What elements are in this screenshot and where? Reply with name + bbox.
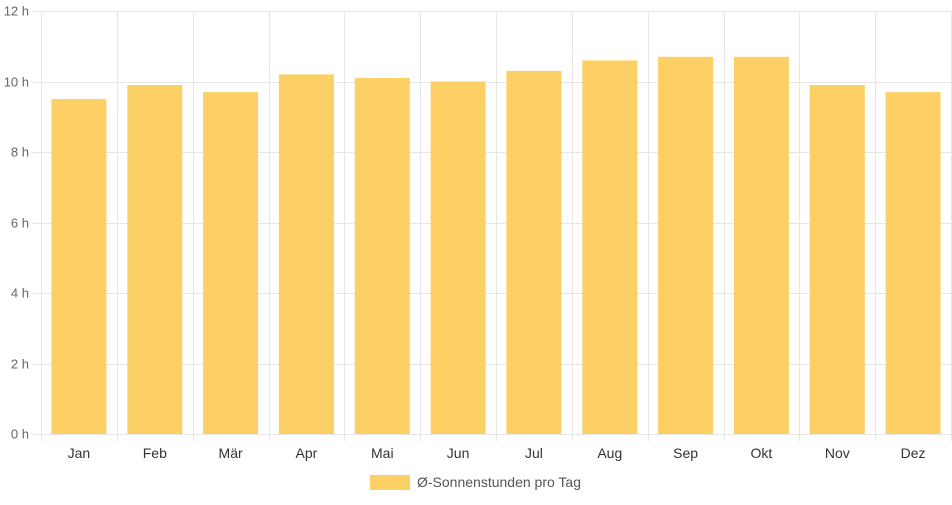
x-tick-label: Jul xyxy=(525,445,543,461)
bar-mär[interactable] xyxy=(203,92,259,434)
x-tick-label: Feb xyxy=(143,445,167,461)
x-tick-label: Dez xyxy=(901,445,926,461)
bar-okt[interactable] xyxy=(733,56,789,435)
legend[interactable]: Ø-Sonnenstunden pro Tag xyxy=(370,474,581,490)
legend-label: Ø-Sonnenstunden pro Tag xyxy=(417,474,581,490)
bar-apr[interactable] xyxy=(278,74,334,435)
x-tick-label: Apr xyxy=(296,445,318,461)
y-tick-label: 2 h xyxy=(11,357,29,372)
y-tick-label: 6 h xyxy=(11,216,29,231)
bar-feb[interactable] xyxy=(127,85,183,434)
axes: 0 h 2 h 4 h 6 h 8 h 10 h 12 h Jan Feb Mär Apr Mai Ju… xyxy=(4,4,926,462)
y-tick-label: 0 h xyxy=(11,427,29,442)
bar-mai[interactable] xyxy=(354,78,410,434)
x-tick-label: Sep xyxy=(673,445,698,461)
bar-aug[interactable] xyxy=(582,60,638,435)
x-tick-label: Mai xyxy=(371,445,394,461)
x-tick-label: Mär xyxy=(219,445,243,461)
bar-jul[interactable] xyxy=(506,70,562,435)
bar-jun[interactable] xyxy=(430,81,486,435)
y-tick-label: 8 h xyxy=(11,145,29,160)
bars xyxy=(51,56,941,435)
legend-swatch xyxy=(370,475,410,490)
x-tick-label: Jun xyxy=(447,445,470,461)
y-tick-label: 10 h xyxy=(4,75,29,90)
y-tick-label: 4 h xyxy=(11,286,29,301)
x-tick-label: Jan xyxy=(68,445,91,461)
bar-jan[interactable] xyxy=(51,99,107,434)
x-tick-label: Okt xyxy=(751,445,773,461)
bar-dez[interactable] xyxy=(885,92,941,434)
bar-nov[interactable] xyxy=(809,85,865,434)
y-tick-label: 12 h xyxy=(4,4,29,19)
x-tick-label: Aug xyxy=(597,445,622,461)
grid xyxy=(33,11,952,441)
x-tick-label: Nov xyxy=(825,445,850,461)
bar-sep[interactable] xyxy=(658,56,714,435)
